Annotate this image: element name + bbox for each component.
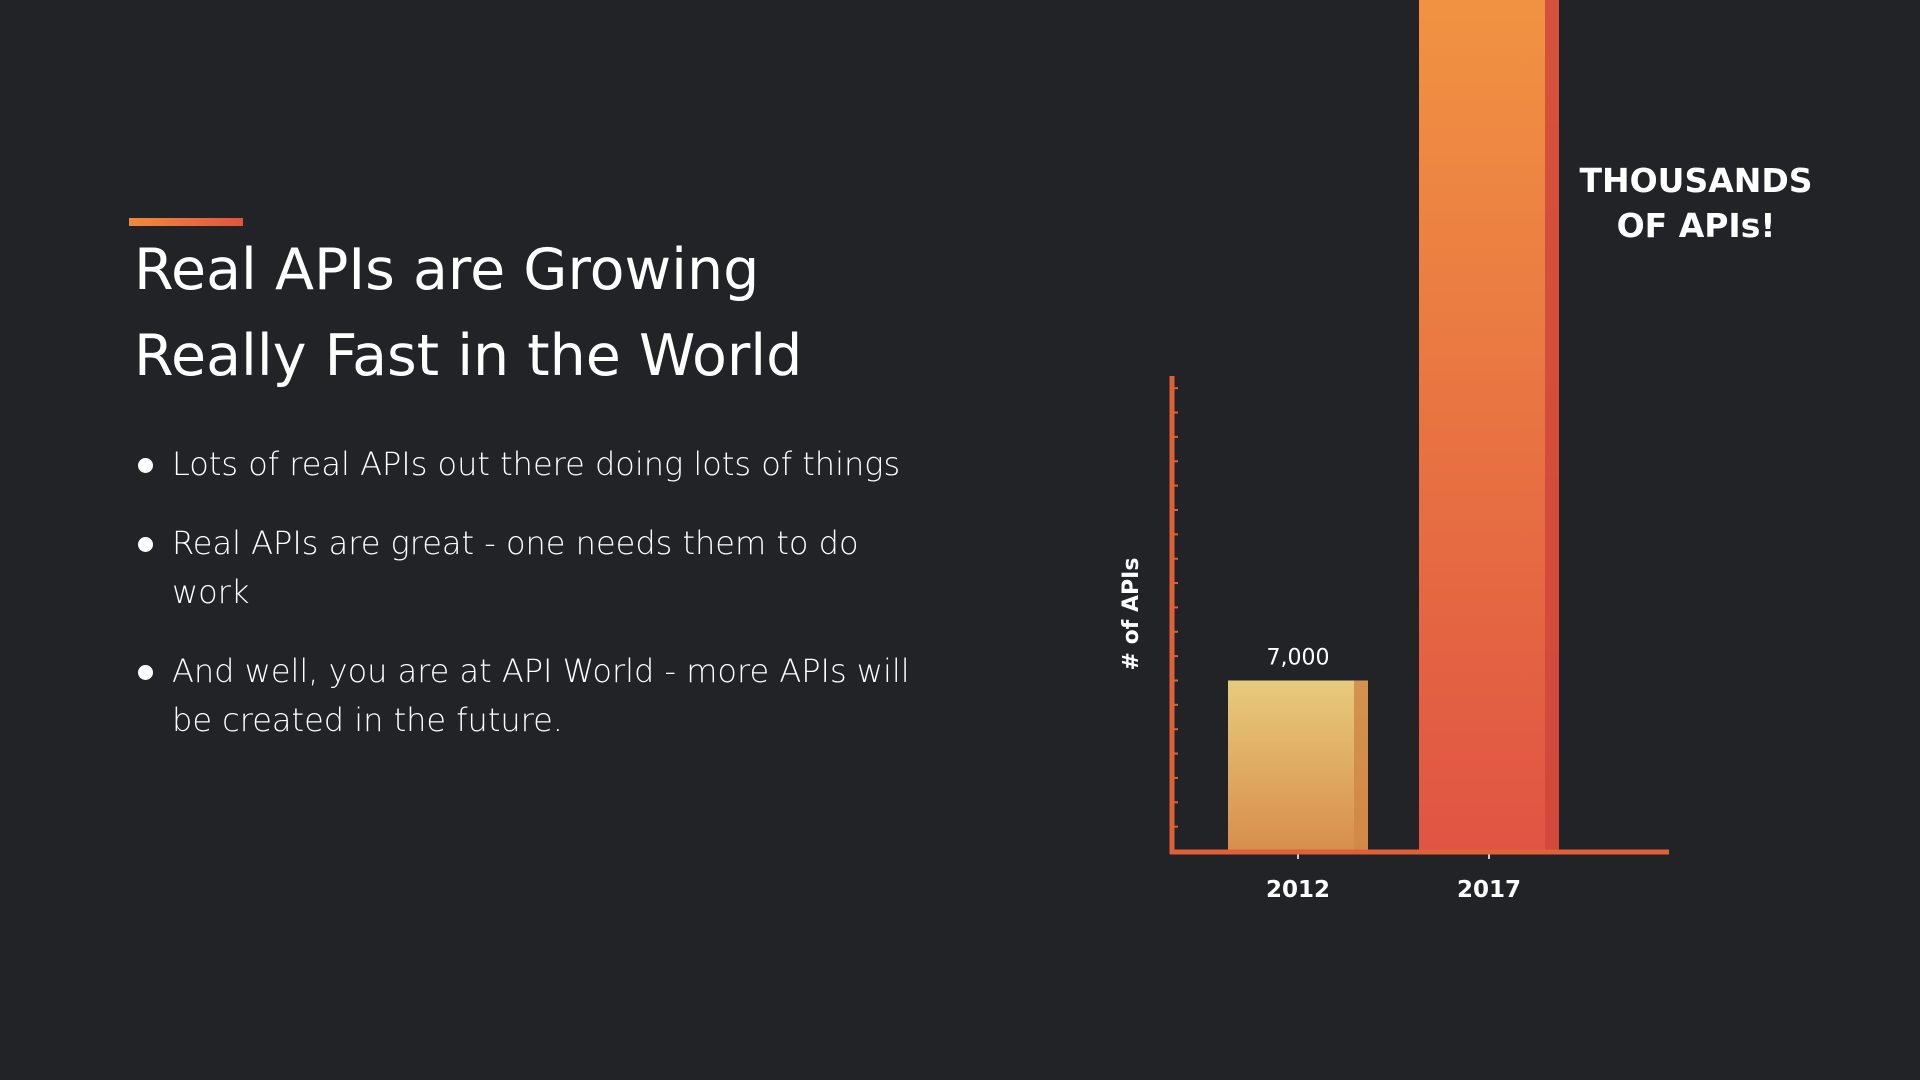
bullet-list: Lots of real APIs out there doing lots o… (138, 440, 938, 775)
bullet: Lots of real APIs out there doing lots o… (138, 440, 938, 489)
bullet: And well, you are at API World - more AP… (138, 647, 938, 745)
bar-edge (1354, 680, 1368, 851)
bar (1228, 680, 1368, 851)
value-label: 7,000 (1267, 645, 1330, 670)
bullet: Real APIs are great - one needs them to … (138, 519, 938, 617)
x-tick-label: 2012 (1266, 877, 1330, 903)
annotation: OF APIs! (1617, 206, 1776, 245)
title-line: Real APIs are Growing (134, 237, 760, 303)
bar (1419, 0, 1559, 851)
annotation: THOUSANDS (1579, 161, 1812, 200)
title-line: Really Fast in the World (134, 323, 803, 389)
accent-rule (129, 218, 243, 226)
y-axis-label: # of APIs (1119, 558, 1144, 671)
bar-edge (1545, 0, 1559, 851)
x-tick-label: 2017 (1457, 877, 1521, 903)
